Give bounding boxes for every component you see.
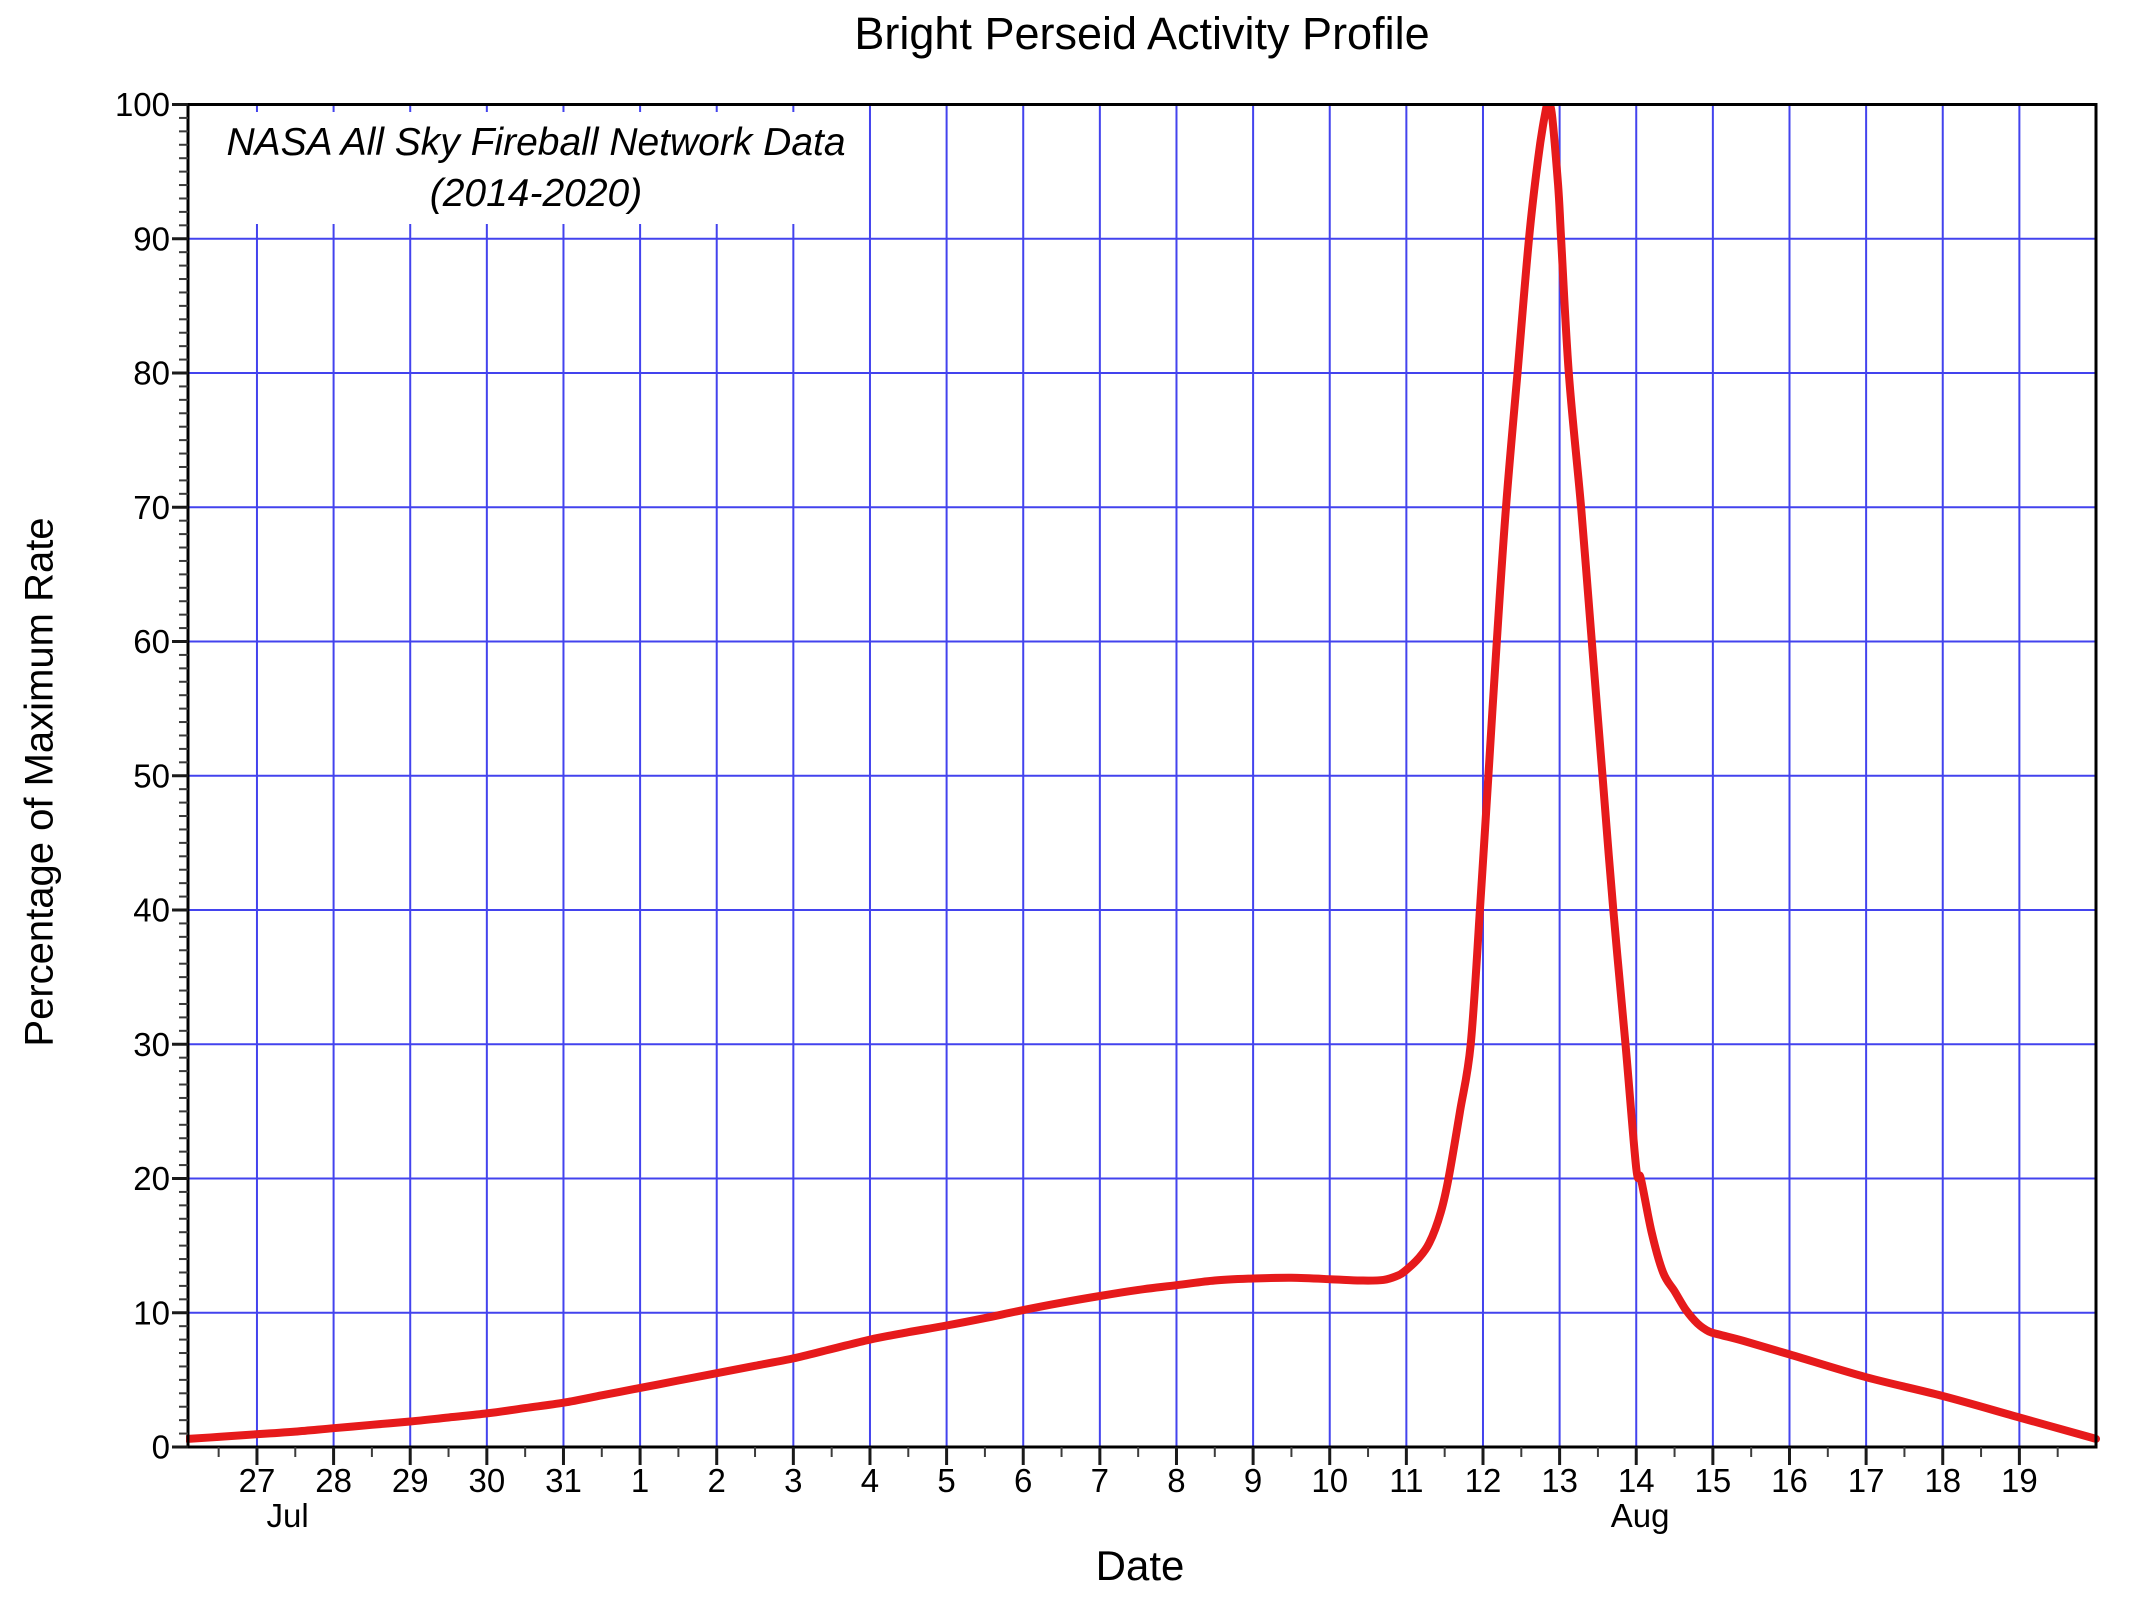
x-tick-label: 10 <box>1311 1462 1348 1499</box>
x-tick-label: 19 <box>2001 1462 2038 1499</box>
x-tick-label: 9 <box>1244 1462 1262 1499</box>
x-tick-label: 5 <box>937 1462 955 1499</box>
x-tick-label: 16 <box>1771 1462 1808 1499</box>
data-series <box>186 104 2100 1443</box>
month-label-aug: Aug <box>1611 1497 1670 1534</box>
x-tick-label: 8 <box>1167 1462 1185 1499</box>
y-axis-title: Percentage of Maximum Rate <box>17 517 62 1047</box>
y-tick-label: 40 <box>133 892 170 929</box>
x-tick-label: 31 <box>545 1462 582 1499</box>
x-tick-label: 1 <box>631 1462 649 1499</box>
month-labels: Jul Aug <box>267 1497 1670 1534</box>
x-tick-label: 12 <box>1465 1462 1502 1499</box>
y-tick-labels: 0 10 20 30 40 50 60 70 80 90 100 <box>115 86 170 1466</box>
y-tick-label: 0 <box>152 1429 170 1466</box>
x-tick-label: 18 <box>1924 1462 1961 1499</box>
y-tick-label: 80 <box>133 355 170 392</box>
axis-ticks <box>172 103 2059 1465</box>
x-tick-label: 7 <box>1091 1462 1109 1499</box>
y-tick-label: 30 <box>133 1026 170 1063</box>
x-tick-labels: 27 28 29 30 31 1 2 3 4 5 6 7 8 9 10 11 12 13 14 15 16 17 18 19 <box>239 1462 2038 1499</box>
annotation-line2: (2014-2020) <box>429 172 643 215</box>
y-tick-label: 90 <box>133 220 170 257</box>
x-axis-title: Date <box>1095 1542 1185 1589</box>
y-tick-label: 60 <box>133 623 170 660</box>
x-tick-label: 15 <box>1695 1462 1732 1499</box>
annotation-line1: NASA All Sky Fireball Network Data <box>226 121 846 164</box>
y-tick-label: 50 <box>133 757 170 794</box>
x-tick-label: 30 <box>468 1462 505 1499</box>
grid-lines <box>188 104 2096 1447</box>
x-tick-label: 13 <box>1541 1462 1578 1499</box>
x-tick-label: 11 <box>1389 1462 1423 1499</box>
y-tick-label: 10 <box>133 1294 170 1331</box>
x-tick-label: 6 <box>1014 1462 1032 1499</box>
x-tick-label: 27 <box>239 1462 276 1499</box>
x-tick-label: 28 <box>315 1462 352 1499</box>
y-tick-label: 20 <box>133 1160 170 1197</box>
x-tick-label: 2 <box>708 1462 726 1499</box>
x-tick-label: 3 <box>784 1462 802 1499</box>
x-tick-label: 17 <box>1848 1462 1885 1499</box>
annotation-note: NASA All Sky Fireball Network Data (2014… <box>208 112 864 224</box>
activity-curve <box>186 104 2100 1443</box>
month-label-jul: Jul <box>267 1497 309 1534</box>
y-tick-label: 70 <box>133 489 170 526</box>
x-tick-label: 29 <box>392 1462 429 1499</box>
y-tick-label: 100 <box>115 86 170 123</box>
x-tick-label: 4 <box>861 1462 879 1499</box>
x-tick-label: 14 <box>1618 1462 1655 1499</box>
chart-title: Bright Perseid Activity Profile <box>854 8 1430 59</box>
